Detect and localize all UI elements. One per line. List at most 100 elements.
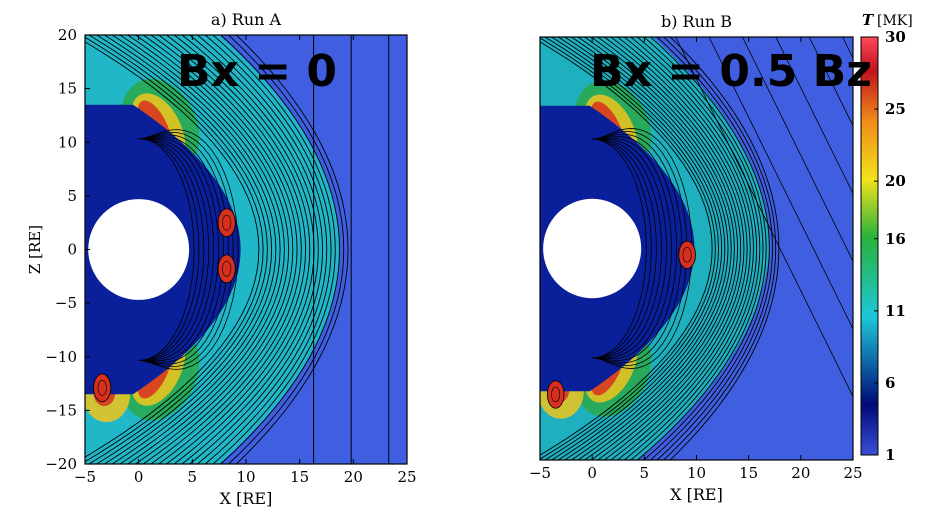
sheath-field-line — [104, 35, 277, 464]
sheath-field-line — [88, 35, 268, 464]
solar-wind-field-line — [675, 37, 853, 398]
sheath-field-line — [630, 37, 761, 460]
dipole-field-line — [138, 136, 224, 363]
sheath-field-line — [85, 36, 264, 463]
dipole-field-line — [138, 138, 210, 361]
dipole-field-line — [138, 138, 195, 361]
flux-rope — [217, 254, 236, 284]
sheath-field-line — [212, 35, 336, 464]
y-tick-label: −15 — [45, 401, 77, 419]
panel-run-a: −5 0 5 10 15 20 25 −20 −15 −10 −5 0 5 10 15 20 Z [RE] a) … — [26, 10, 417, 508]
sheath-field-line — [166, 35, 311, 464]
dipole-field-line — [592, 138, 667, 359]
flux-rope-inner — [222, 260, 232, 277]
solar-wind-field-line — [708, 37, 853, 330]
y-tick-label: −5 — [55, 294, 77, 312]
sheath-field-line — [584, 37, 739, 460]
x-tick-label: 15 — [290, 468, 309, 486]
solar-wind-field-line — [876, 37, 952, 418]
y-tick-label: 10 — [58, 133, 77, 151]
x-tick-label: −5 — [529, 464, 551, 482]
x-tick-label: 0 — [134, 468, 144, 486]
y-axis-label: Z [RE] — [26, 225, 44, 274]
sheath-field-line — [228, 35, 345, 464]
sheath-field-line — [111, 35, 281, 464]
colorbar-tick-label: 6 — [885, 374, 895, 392]
sheath-field-line — [617, 37, 754, 460]
sheath-field-line — [557, 37, 726, 460]
x-tick-label: 15 — [739, 464, 758, 482]
y-tick-label: −20 — [45, 455, 77, 473]
sheath-field-line — [669, 37, 780, 460]
dipole-field-line — [592, 138, 662, 359]
x-tick-label: −5 — [74, 468, 96, 486]
plot-area — [85, 35, 407, 464]
panel-run-b: −5 0 5 10 15 20 25 b) Run B X [RE] — [529, 12, 952, 504]
colorbar-label: T — [862, 11, 875, 29]
panel-title: a) Run A — [211, 10, 282, 29]
sheath-field-line — [650, 37, 770, 460]
x-tick-label: 10 — [236, 468, 255, 486]
sheath-field-line — [220, 35, 340, 464]
sheath-field-line — [544, 37, 719, 460]
flux-rope — [93, 373, 112, 403]
sheath-field-line — [181, 35, 319, 464]
colorbar-tick-label: 30 — [885, 28, 906, 46]
sheath-field-line — [142, 35, 298, 464]
flux-rope — [546, 380, 565, 409]
colorbar-tick-label: 25 — [885, 100, 906, 118]
dipole-field-line — [138, 134, 229, 365]
colorbar-gradient — [860, 36, 879, 456]
dipole-field-line — [592, 138, 657, 359]
x-axis-label: X [RE] — [220, 489, 273, 508]
dipole-field-line — [592, 138, 652, 359]
dipole-field-line — [592, 138, 647, 359]
dipole-field-line — [138, 129, 239, 370]
sheath-field-line — [590, 37, 742, 460]
sheath-field-line — [571, 37, 732, 460]
annotation-run-b: Bx = 0.5 Bz — [590, 46, 872, 97]
colorbar-tick-label: 16 — [885, 230, 906, 248]
solar-wind-field-line — [775, 37, 853, 195]
solar-wind-field-line — [943, 37, 952, 418]
flux-rope-inner — [682, 247, 692, 263]
earth-disk — [543, 198, 642, 299]
sheath-field-line — [577, 37, 735, 460]
annotation-run-a: Bx = 0 — [177, 46, 338, 97]
dipole-field-line — [592, 136, 678, 361]
sheath-field-line — [119, 35, 285, 464]
sheath-field-line — [197, 35, 328, 464]
sheath-field-line — [643, 37, 767, 460]
sheath-field-line — [663, 37, 777, 460]
y-tick-label: 5 — [67, 187, 77, 205]
x-tick-label: 20 — [791, 464, 810, 482]
dipole-field-line — [138, 137, 219, 362]
sheath-field-line — [540, 41, 713, 456]
panel-title: b) Run B — [661, 12, 732, 31]
x-tick-label: 20 — [344, 468, 363, 486]
sheath-field-line — [96, 35, 273, 464]
sheath-field-line — [604, 37, 748, 460]
dipole-field-line — [138, 138, 205, 361]
x-tick-label: 25 — [843, 464, 862, 482]
solar-wind-field-line — [808, 37, 853, 127]
flux-rope-inner — [551, 386, 561, 403]
dipole-field-line — [592, 137, 673, 360]
sheath-field-line — [597, 37, 745, 460]
sheath-field-line — [204, 35, 332, 464]
x-tick-label: 0 — [587, 464, 597, 482]
sheath-field-line — [610, 37, 751, 460]
colorbar-tick-label: 1 — [885, 446, 895, 464]
flux-rope — [217, 208, 236, 238]
sheath-field-line — [85, 41, 260, 458]
dipole-field-line — [138, 131, 234, 368]
x-axis-label: X [RE] — [670, 485, 723, 504]
sheath-field-line — [564, 37, 729, 460]
colorbar-tick-label: 20 — [885, 172, 906, 190]
flux-rope-inner — [222, 214, 232, 231]
y-tick-label: −10 — [45, 348, 77, 366]
y-tick-label: 15 — [58, 80, 77, 98]
x-tick-label: 10 — [687, 464, 706, 482]
